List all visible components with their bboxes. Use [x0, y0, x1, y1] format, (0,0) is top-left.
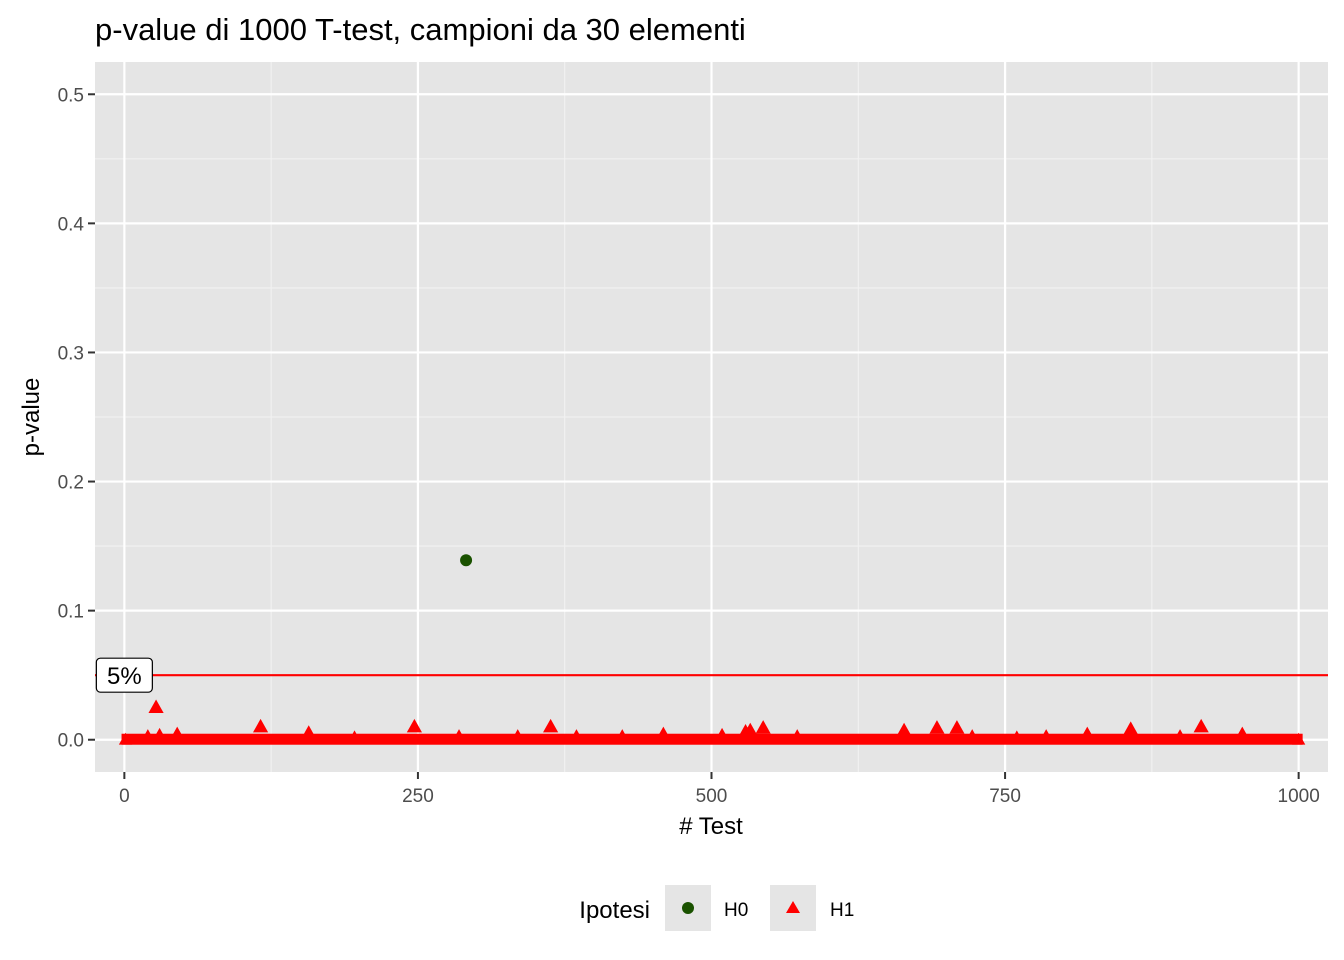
data-point-triangle — [568, 729, 585, 743]
chart-title: p-value di 1000 T-test, campioni da 30 e… — [95, 12, 746, 47]
data-point-triangle — [1291, 732, 1306, 745]
data-point-triangle — [169, 726, 185, 741]
threshold-label-box — [95, 657, 153, 693]
data-point-triangle — [151, 727, 168, 742]
series-h1 — [118, 699, 1306, 745]
legend-h1-marker — [786, 901, 800, 913]
data-point-triangle — [896, 722, 912, 737]
data-point-triangle — [543, 718, 559, 733]
x-axis-title: # Test — [679, 813, 743, 840]
data-point-triangle — [789, 729, 805, 743]
x-tick-label: 0 — [119, 786, 130, 807]
x-tick-label: 750 — [989, 786, 1021, 807]
data-point-triangle — [655, 726, 671, 741]
legend-label-h1: H1 — [830, 900, 854, 921]
data-point-triangle — [1123, 721, 1139, 735]
data-point-triangle — [301, 725, 317, 739]
data-point-circle — [460, 554, 473, 567]
x-axis: 0 250 500 750 1000 — [119, 772, 1320, 807]
y-tick-label: 0.1 — [58, 602, 84, 623]
data-point-triangle — [1172, 729, 1188, 743]
threshold-label: 5% — [107, 663, 142, 690]
data-point-triangle — [451, 729, 467, 743]
legend-title: Ipotesi — [579, 897, 650, 924]
data-point-triangle — [714, 727, 730, 742]
legend-h0-marker — [682, 902, 694, 914]
x-tick-label: 1000 — [1278, 786, 1320, 807]
data-point-triangle — [1193, 718, 1209, 733]
annotation-layer: 5% — [95, 657, 153, 693]
data-point-triangle — [140, 729, 156, 743]
y-axis-title: p-value — [18, 378, 45, 457]
y-tick-label: 0.4 — [58, 214, 85, 235]
data-point-triangle — [1079, 726, 1095, 741]
x-tick-label: 250 — [402, 786, 434, 807]
data-point-triangle — [614, 729, 630, 743]
y-axis: 0.0 0.1 0.2 0.3 0.4 0.5 — [58, 85, 95, 752]
data-point-triangle — [1009, 730, 1025, 745]
baseline-point-band — [121, 733, 1303, 745]
data-point-triangle — [929, 720, 945, 734]
legend: Ipotesi H0 H1 — [579, 885, 854, 931]
data-point-triangle — [755, 720, 771, 734]
data-point-triangle — [118, 732, 133, 745]
data-point-triangle — [346, 730, 363, 745]
x-tick-label: 500 — [696, 786, 728, 807]
legend-label-h0: H0 — [724, 900, 748, 921]
series-h0 — [460, 554, 473, 567]
data-point-triangle — [252, 718, 269, 733]
data-point-triangle — [148, 699, 164, 714]
data-point-triangle — [406, 718, 423, 733]
data-point-triangle — [949, 720, 965, 734]
data-point-triangle — [742, 722, 758, 737]
data-point-triangle — [510, 729, 526, 743]
points-layer — [118, 554, 1306, 745]
y-tick-label: 0.3 — [58, 343, 84, 364]
data-point-triangle — [964, 729, 980, 743]
y-tick-label: 0.0 — [58, 731, 84, 752]
data-point-triangle — [1038, 729, 1054, 743]
y-tick-label: 0.2 — [58, 473, 84, 494]
y-tick-label: 0.5 — [58, 85, 84, 106]
data-point-triangle — [1234, 726, 1250, 741]
